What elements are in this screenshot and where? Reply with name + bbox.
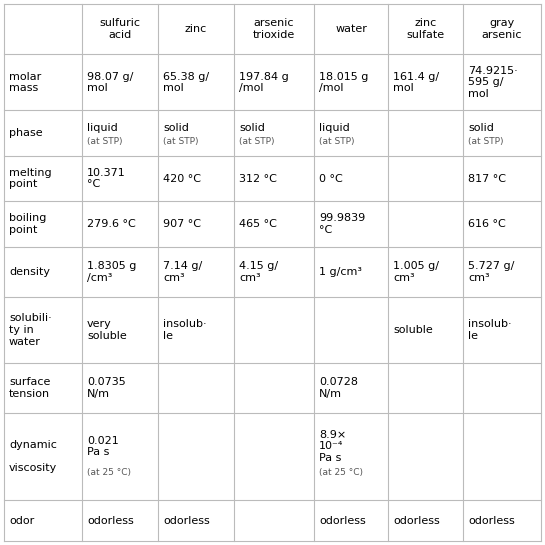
Text: 817 °C: 817 °C <box>468 174 506 184</box>
Text: 616 °C: 616 °C <box>468 219 506 229</box>
Text: liquid: liquid <box>319 123 350 133</box>
Text: 1.8305 g
/cm³: 1.8305 g /cm³ <box>87 261 136 283</box>
Text: 0.021
Pa s: 0.021 Pa s <box>87 435 119 457</box>
Text: 0 °C: 0 °C <box>319 174 343 184</box>
Text: odorless: odorless <box>319 516 366 526</box>
Text: solid: solid <box>239 123 265 133</box>
Text: 1.005 g/
cm³: 1.005 g/ cm³ <box>393 261 439 283</box>
Text: 5.727 g/
cm³: 5.727 g/ cm³ <box>468 261 514 283</box>
Text: 420 °C: 420 °C <box>163 174 201 184</box>
Text: odor: odor <box>9 516 34 526</box>
Text: odorless: odorless <box>393 516 440 526</box>
Text: very
soluble: very soluble <box>87 319 127 341</box>
Text: 312 °C: 312 °C <box>239 174 277 184</box>
Text: 0.0728
N/m: 0.0728 N/m <box>319 377 358 399</box>
Text: surface
tension: surface tension <box>9 377 50 399</box>
Text: 18.015 g
/mol: 18.015 g /mol <box>319 71 368 93</box>
Text: gray
arsenic: gray arsenic <box>482 19 522 40</box>
Text: (at STP): (at STP) <box>87 137 123 146</box>
Text: 1 g/cm³: 1 g/cm³ <box>319 267 362 277</box>
Text: 65.38 g/
mol: 65.38 g/ mol <box>163 71 209 93</box>
Text: (at 25 °C): (at 25 °C) <box>319 468 363 477</box>
Text: soluble: soluble <box>393 325 433 335</box>
Text: 4.15 g/
cm³: 4.15 g/ cm³ <box>239 261 278 283</box>
Text: insolub·
le: insolub· le <box>468 319 512 341</box>
Text: melting
point: melting point <box>9 168 52 190</box>
Text: (at STP): (at STP) <box>468 137 504 146</box>
Text: 10.371
°C: 10.371 °C <box>87 168 126 190</box>
Text: odorless: odorless <box>87 516 134 526</box>
Text: odorless: odorless <box>163 516 210 526</box>
Text: 465 °C: 465 °C <box>239 219 277 229</box>
Text: solid: solid <box>468 123 494 133</box>
Text: dynamic

viscosity: dynamic viscosity <box>9 440 57 474</box>
Text: odorless: odorless <box>468 516 514 526</box>
Text: 99.9839
°C: 99.9839 °C <box>319 213 365 235</box>
Text: solid: solid <box>163 123 189 133</box>
Text: 7.14 g/
cm³: 7.14 g/ cm³ <box>163 261 202 283</box>
Text: sulfuric
acid: sulfuric acid <box>100 19 141 40</box>
Text: 74.9215·
595 g/
mol: 74.9215· 595 g/ mol <box>468 66 518 99</box>
Text: 279.6 °C: 279.6 °C <box>87 219 136 229</box>
Text: 98.07 g/
mol: 98.07 g/ mol <box>87 71 134 93</box>
Text: 161.4 g/
mol: 161.4 g/ mol <box>393 71 439 93</box>
Text: solubili·
ty in
water: solubili· ty in water <box>9 313 52 347</box>
Text: zinc
sulfate: zinc sulfate <box>407 19 445 40</box>
Text: density: density <box>9 267 50 277</box>
Text: 0.0735
N/m: 0.0735 N/m <box>87 377 126 399</box>
Text: molar
mass: molar mass <box>9 71 41 93</box>
Text: insolub·
le: insolub· le <box>163 319 207 341</box>
Text: zinc: zinc <box>185 24 207 34</box>
Text: 197.84 g
/mol: 197.84 g /mol <box>239 71 289 93</box>
Text: 8.9×
10⁻⁴
Pa s: 8.9× 10⁻⁴ Pa s <box>319 430 346 463</box>
Text: phase: phase <box>9 128 43 138</box>
Text: (at 25 °C): (at 25 °C) <box>87 468 131 477</box>
Text: liquid: liquid <box>87 123 118 133</box>
Text: (at STP): (at STP) <box>239 137 275 146</box>
Text: water: water <box>335 24 367 34</box>
Text: (at STP): (at STP) <box>319 137 354 146</box>
Text: boiling
point: boiling point <box>9 213 46 235</box>
Text: arsenic
trioxide: arsenic trioxide <box>253 19 295 40</box>
Text: (at STP): (at STP) <box>163 137 198 146</box>
Text: 907 °C: 907 °C <box>163 219 201 229</box>
